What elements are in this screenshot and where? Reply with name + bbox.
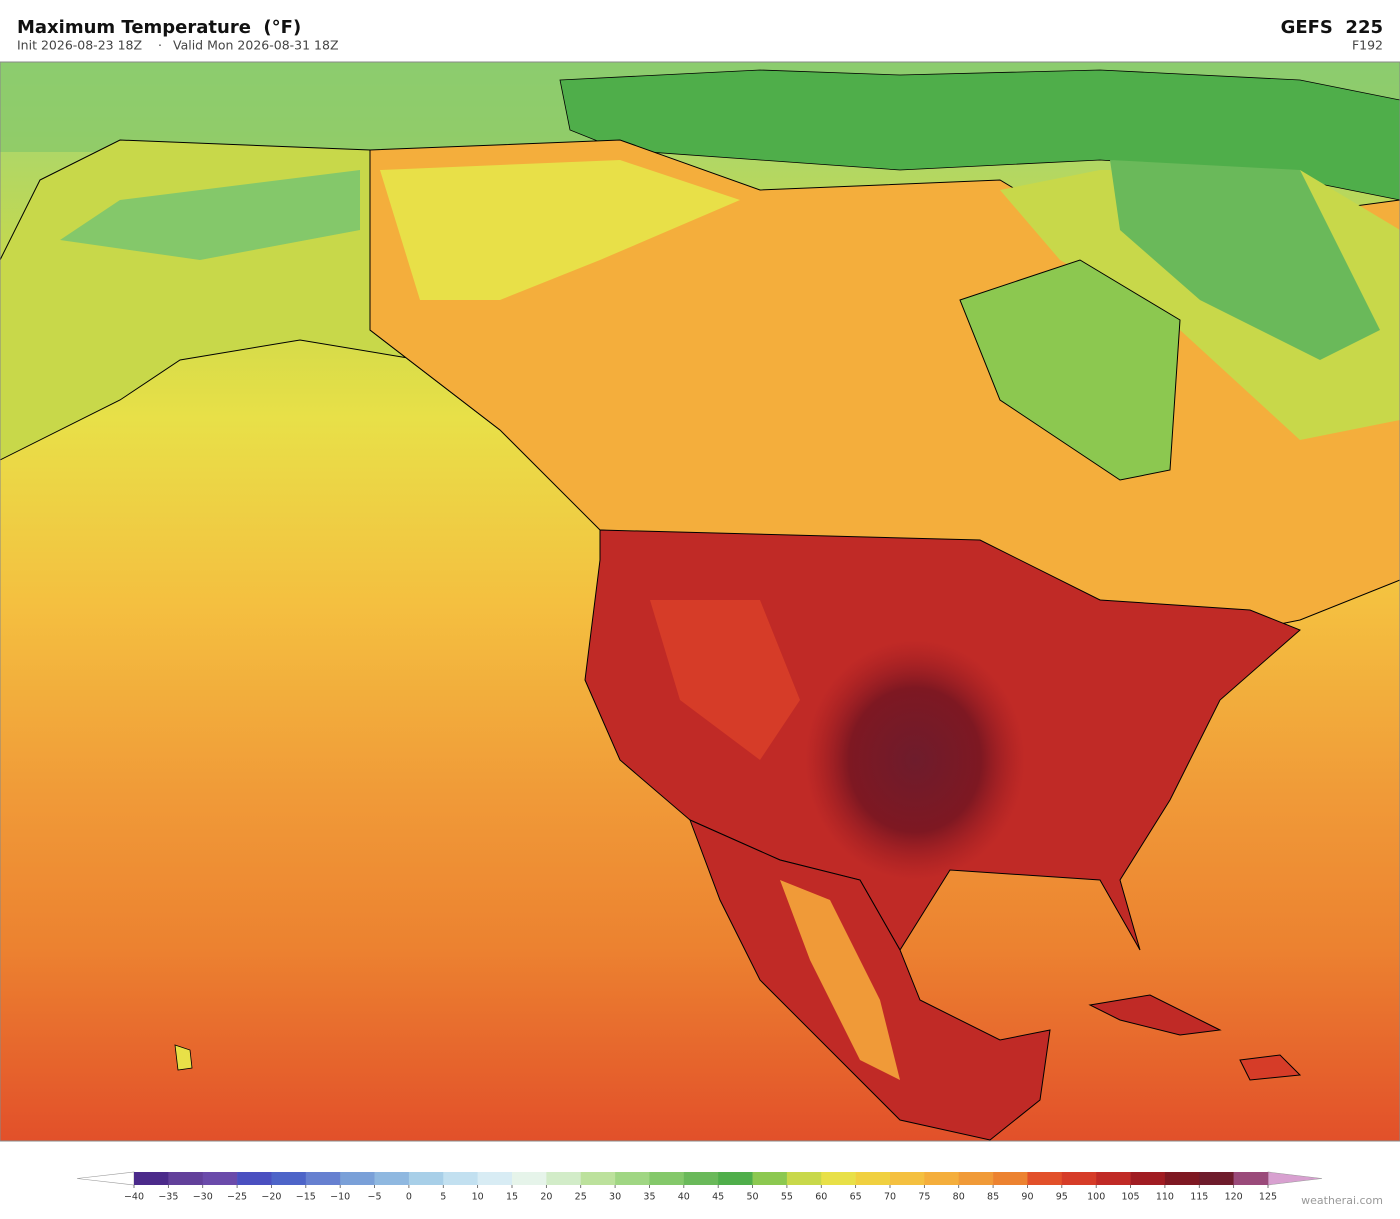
forecast-hour: F192 [1352, 38, 1383, 53]
colorbar-bin [718, 1172, 753, 1185]
cuba [1088, 994, 1222, 1036]
hispaniola [1239, 1054, 1302, 1081]
colorbar-tick-label: 125 [1259, 1192, 1277, 1203]
colorbar-over [1267, 1171, 1323, 1186]
colorbar-bin [1199, 1172, 1234, 1185]
colorbar-bin [374, 1172, 410, 1185]
colorbar-bin [958, 1172, 994, 1185]
colorbar-bin [1233, 1172, 1269, 1185]
colorbar-bin [408, 1172, 444, 1185]
colorbar-tick-label: 45 [712, 1192, 724, 1203]
colorbar-bin [305, 1172, 341, 1185]
colorbar-tick-label: 70 [884, 1192, 896, 1203]
heat-core [805, 640, 1025, 880]
map-title: Maximum Temperature (°F) [17, 17, 301, 38]
colorbar-tick-label: 105 [1121, 1192, 1139, 1203]
colorbar-tick-label: 20 [540, 1192, 552, 1203]
colorbar-bin [580, 1172, 616, 1185]
colorbar-bin [821, 1172, 856, 1185]
credit: weatherai.com [1301, 1194, 1383, 1207]
colorbar-tick-label: 30 [609, 1192, 621, 1203]
colorbar-tick-label: 40 [678, 1192, 690, 1203]
colorbar-under [76, 1171, 135, 1186]
colorbar-tick-label: 25 [575, 1192, 587, 1203]
colorbar-tick-label: 90 [1021, 1192, 1033, 1203]
colorbar-bin [855, 1172, 891, 1185]
colorbar-tick-label: 100 [1087, 1192, 1105, 1203]
colorbar-bin [271, 1172, 307, 1185]
colorbar-bin [615, 1172, 650, 1185]
colorbar-bin [546, 1172, 582, 1185]
colorbar-bin [890, 1172, 925, 1185]
model-name: GEFS 225 [1281, 17, 1383, 38]
colorbar-bin [1061, 1172, 1097, 1185]
colorbar-bin [649, 1172, 685, 1185]
colorbar-tick-label: 95 [1056, 1192, 1068, 1203]
colorbar-bin [1164, 1172, 1200, 1185]
colorbar-tick-label: 0 [406, 1192, 412, 1203]
colorbar-bin [202, 1172, 238, 1185]
interior-west [650, 600, 800, 760]
colorbar-bin [1027, 1172, 1063, 1185]
colorbar-bin [477, 1172, 513, 1185]
init-time: Init 2026-08-23 18Z [17, 38, 142, 53]
colorbar-tick-label: −35 [158, 1192, 178, 1203]
colorbar-bin [340, 1172, 375, 1185]
colorbar-bin [993, 1172, 1028, 1185]
separator: · [158, 38, 162, 53]
colorbar-bin [786, 1172, 822, 1185]
quebec-green [1110, 160, 1380, 360]
colorbar-bin [1096, 1172, 1131, 1185]
colorbar-bin [443, 1172, 478, 1185]
colorbar-tick-label: 5 [440, 1192, 446, 1203]
hawaii [174, 1044, 193, 1071]
hudson-bay [959, 259, 1181, 481]
colorbar-tick-label: −30 [193, 1192, 213, 1203]
colorbar-tick-label: 10 [472, 1192, 484, 1203]
colorbar-tick-label: 35 [643, 1192, 655, 1203]
colorbar-tick-label: −40 [124, 1192, 144, 1203]
map-frame [0, 61, 1400, 1142]
colorbar-bin [683, 1172, 719, 1185]
colorbar-tick-label: 60 [815, 1192, 827, 1203]
colorbar-bin [134, 1172, 169, 1185]
colorbar-tick-label: 110 [1156, 1192, 1174, 1203]
colorbar-tick-label: 75 [918, 1192, 930, 1203]
colorbar-bin [168, 1172, 204, 1185]
colorbar-tick-label: −5 [368, 1192, 382, 1203]
colorbar-tick-label: −25 [227, 1192, 247, 1203]
colorbar-tick-label: 120 [1225, 1192, 1243, 1203]
colorbar: −40 −35 −30 −25 −20 −15 −10 −5 0 5 10 15 20 25 30 35 40 4… [76, 1171, 1323, 1203]
colorbar-bin [924, 1172, 960, 1185]
colorbar-bin [1130, 1172, 1166, 1185]
colorbar-tick-label: −15 [296, 1192, 316, 1203]
colorbar-tick-label: −10 [330, 1192, 350, 1203]
colorbar-tick-label: −20 [261, 1192, 281, 1203]
colorbar-bin [237, 1172, 272, 1185]
colorbar-tick-label: 65 [850, 1192, 862, 1203]
colorbar-tick-label: 15 [506, 1192, 518, 1203]
map [0, 61, 1400, 1142]
colorbar-bin [752, 1172, 788, 1185]
colorbar-tick-label: 80 [953, 1192, 965, 1203]
colorbar-tick-label: 115 [1190, 1192, 1208, 1203]
colorbar-bin [512, 1172, 547, 1185]
canada-north [380, 160, 740, 300]
valid-time: Valid Mon 2026-08-31 18Z [173, 38, 339, 53]
mexico-plateau [780, 880, 900, 1080]
colorbar-tick-label: 50 [746, 1192, 758, 1203]
colorbar-tick-label: 55 [781, 1192, 793, 1203]
alaska-north [60, 170, 360, 260]
colorbar-tick-label: 85 [987, 1192, 999, 1203]
